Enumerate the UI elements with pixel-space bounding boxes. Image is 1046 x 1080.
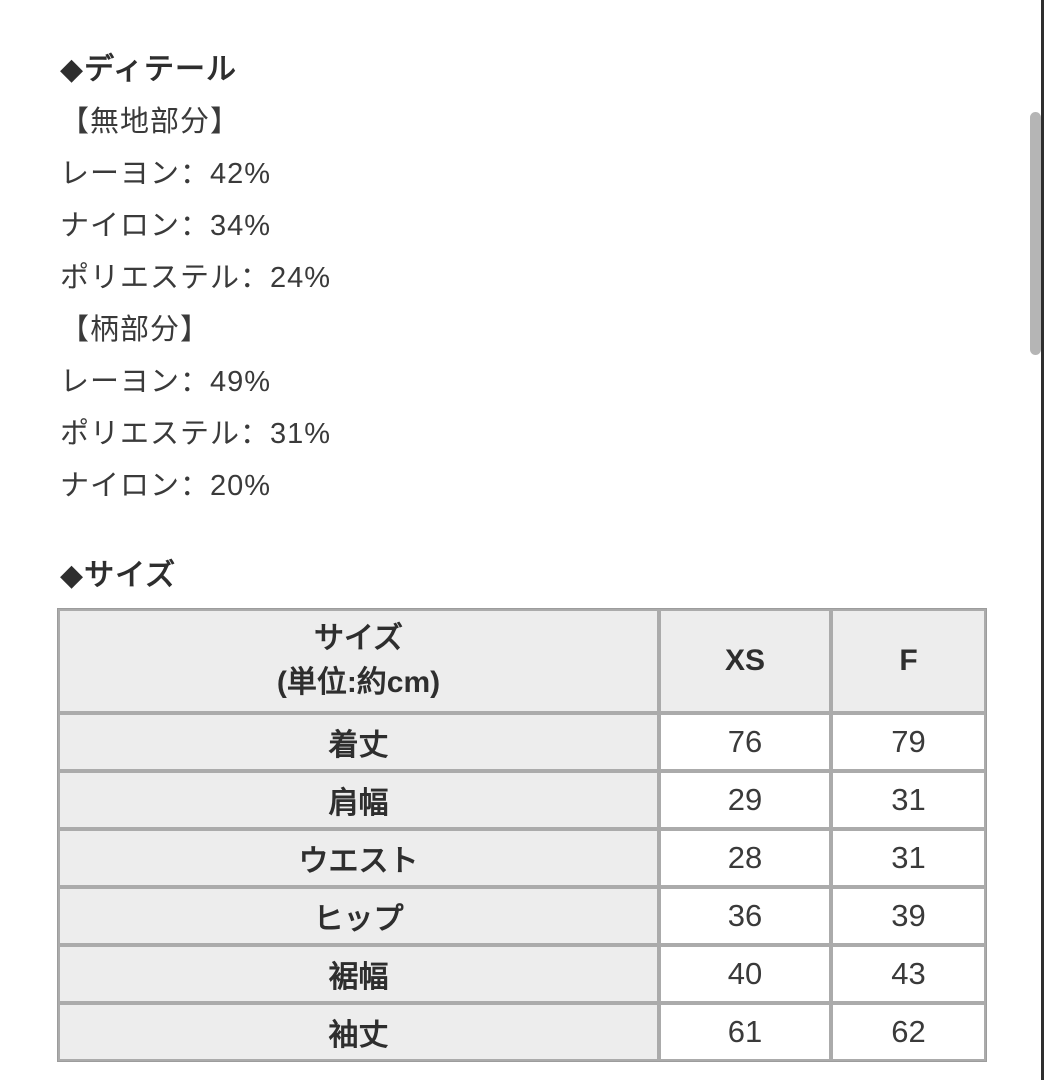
composition-line: ナイロン：20% [60,470,272,502]
measurement-value-cell: 36 [659,887,831,945]
size-table-title-cell: サイズ (単位:約cm) [58,609,659,713]
scrollbar-thumb[interactable] [1030,112,1041,355]
size-table-unit: (単位:約cm) [276,666,441,699]
size-heading-label: サイズ [84,559,177,592]
measurement-value-cell: 29 [659,771,831,829]
measurement-value-cell: 76 [659,713,831,771]
table-row: ウエスト 28 31 [58,829,986,887]
size-table-header-row: サイズ (単位:約cm) XS F [58,609,986,713]
measurement-value-cell: 79 [831,713,986,771]
table-row: 着丈 76 79 [58,713,986,771]
composition-line: レーヨン：42% [60,158,272,190]
diamond-icon: ◆ [60,559,85,592]
detail-heading-label: ディテール [84,53,237,86]
measurement-label-cell: 袖丈 [58,1003,659,1061]
measurement-label-cell: 裾幅 [58,945,659,1003]
composition-line: 【無地部分】 [60,106,241,138]
table-row: ヒップ 36 39 [58,887,986,945]
measurement-label-cell: 着丈 [58,713,659,771]
composition-line: ナイロン：34% [60,210,272,242]
diamond-icon: ◆ [60,53,85,86]
size-table-title: サイズ [313,622,404,655]
table-row: 袖丈 61 62 [58,1003,986,1061]
size-heading: ◆ サイズ [60,550,990,602]
composition-line: レーヨン：49% [60,366,272,398]
right-edge-divider [1041,0,1044,1080]
measurement-value-cell: 40 [659,945,831,1003]
measurement-value-cell: 61 [659,1003,831,1061]
detail-heading: ◆ ディテール [60,44,990,96]
measurement-label-cell: 肩幅 [58,771,659,829]
measurement-value-cell: 39 [831,887,986,945]
page-content: ◆ ディテール 【無地部分】 レーヨン：42% ナイロン：34% ポリエステル：… [57,44,990,1062]
measurement-label-cell: ウエスト [58,829,659,887]
composition-line: 【柄部分】 [60,314,211,346]
column-header-f: F [831,609,986,713]
composition-line: ポリエステル：31% [60,418,332,450]
size-table: サイズ (単位:約cm) XS F 着丈 76 79 肩幅 29 31 [57,608,987,1062]
measurement-value-cell: 62 [831,1003,986,1061]
table-row: 裾幅 40 43 [58,945,986,1003]
measurement-value-cell: 28 [659,829,831,887]
measurement-value-cell: 31 [831,771,986,829]
column-header-xs: XS [659,609,831,713]
composition-line: ポリエステル：24% [60,262,332,294]
measurement-value-cell: 43 [831,945,986,1003]
measurement-value-cell: 31 [831,829,986,887]
measurement-label-cell: ヒップ [58,887,659,945]
table-row: 肩幅 29 31 [58,771,986,829]
